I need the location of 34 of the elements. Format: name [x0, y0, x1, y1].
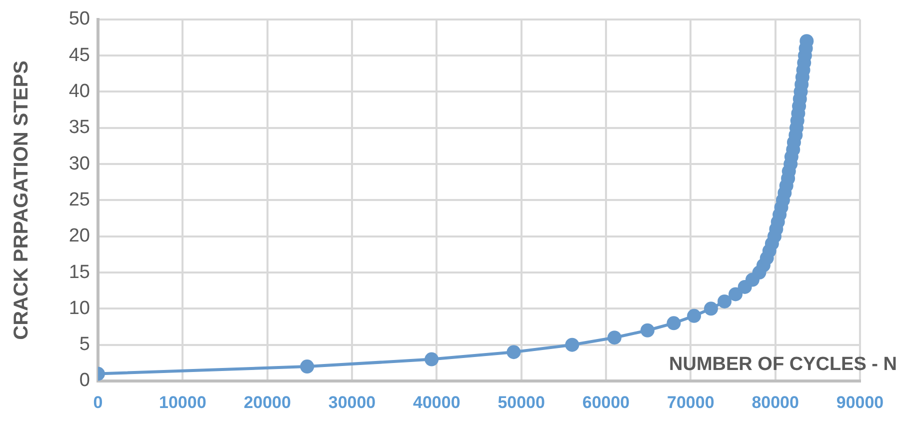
x-tick-label: 60000 [582, 392, 630, 412]
y-tick-label: 35 [68, 117, 90, 138]
point [640, 323, 654, 338]
x-tick-label: 40000 [413, 392, 460, 412]
y-tick-label: 0 [79, 370, 90, 392]
point [300, 360, 314, 374]
y-tick-label: 40 [68, 80, 90, 102]
x-tick-label: 80000 [752, 392, 799, 412]
x-tick-label: 10000 [159, 392, 206, 412]
y-tick-label: 10 [68, 298, 90, 319]
y-tick-label: 5 [79, 334, 90, 356]
point [687, 308, 702, 323]
y-tick-label: 50 [68, 8, 90, 30]
point [728, 287, 743, 302]
point [704, 302, 718, 316]
point [607, 330, 622, 345]
point [506, 345, 521, 360]
x-tick-label: 90000 [836, 392, 884, 412]
y-tick-label: 25 [68, 189, 90, 210]
x-axis-title: NUMBER OF CYCLES - N [669, 354, 897, 376]
point [666, 316, 681, 330]
x-tick-label: 20000 [244, 392, 291, 412]
y-axis-title: CRACK PRPAGATION STEPS [10, 60, 33, 340]
x-tick-label: 30000 [328, 392, 376, 412]
point [424, 352, 439, 366]
y-tick-label: 45 [68, 44, 90, 66]
y-tick-label: 20 [68, 226, 90, 247]
x-tick-label: 0 [93, 392, 103, 412]
point [565, 338, 580, 352]
x-tick-label: 70000 [667, 392, 714, 412]
y-tick-label: 30 [68, 153, 90, 174]
x-tick-label: 50000 [498, 392, 545, 412]
y-tick-label: 15 [68, 262, 90, 283]
point [718, 294, 732, 308]
